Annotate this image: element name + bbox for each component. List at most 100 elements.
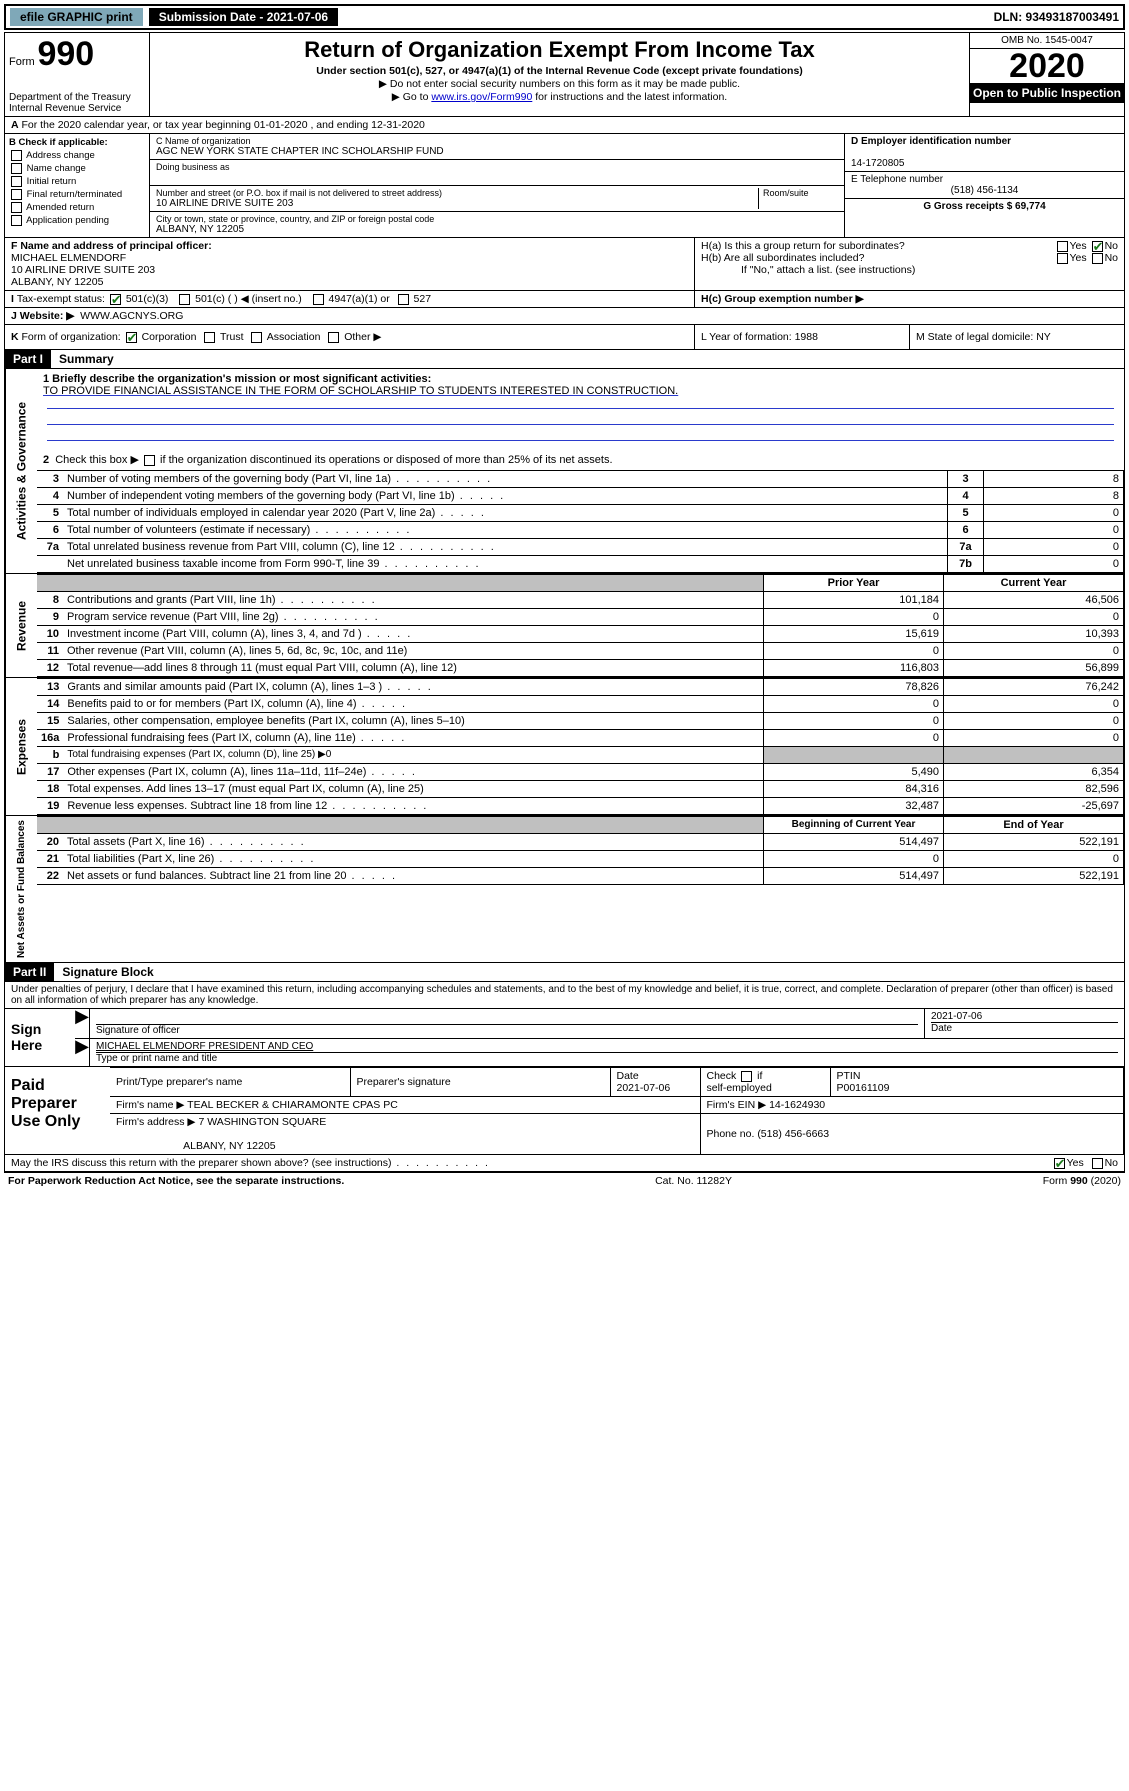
table-header: Beginning of Current YearEnd of Year — [37, 817, 1124, 834]
hb-no-checkbox[interactable] — [1092, 253, 1103, 264]
corp-checkbox[interactable] — [126, 332, 137, 343]
box-de: D Employer identification number 14-1720… — [844, 134, 1124, 237]
sign-here-block: Sign Here ▶ Signature of officer 2021-07… — [4, 1009, 1125, 1067]
501c3-label: 501(c)(3) — [126, 293, 169, 305]
dba-label: Doing business as — [156, 162, 838, 172]
officer-label: F Name and address of principal officer: — [11, 240, 212, 252]
table-row: bTotal fundraising expenses (Part IX, co… — [37, 747, 1124, 764]
tax-exempt-label: Tax-exempt status: — [17, 293, 105, 305]
discuss-row: May the IRS discuss this return with the… — [4, 1155, 1125, 1173]
page-footer: For Paperwork Reduction Act Notice, see … — [4, 1173, 1125, 1189]
discuss-text: May the IRS discuss this return with the… — [11, 1157, 490, 1169]
label-initial-return: Initial return — [27, 176, 77, 187]
501c3-checkbox[interactable] — [110, 294, 121, 305]
fh-block: F Name and address of principal officer:… — [4, 238, 1125, 291]
mission-text: TO PROVIDE FINANCIAL ASSISTANCE IN THE F… — [43, 385, 678, 397]
ha-yes-checkbox[interactable] — [1057, 241, 1068, 252]
table-row: 6Total number of volunteers (estimate if… — [37, 522, 1124, 539]
box-b: B Check if applicable: Address change Na… — [5, 134, 150, 237]
gross-receipts: G Gross receipts $ 69,774 — [923, 201, 1045, 212]
org-name-label: C Name of organization — [156, 136, 838, 146]
prep-sig-header: Preparer's signature — [350, 1068, 610, 1097]
part-ii-title: Signature Block — [54, 963, 161, 981]
submission-button[interactable]: Submission Date - 2021-07-06 — [149, 8, 338, 26]
discontinued-checkbox[interactable] — [144, 455, 155, 466]
hb-note: If "No," attach a list. (see instruction… — [701, 264, 1118, 276]
firm-name-value: TEAL BECKER & CHIARAMONTE CPAS PC — [187, 1099, 398, 1111]
form-header: Form 990 Department of the Treasury Inte… — [4, 32, 1125, 117]
checkbox-final-return[interactable] — [11, 189, 22, 200]
footer-right: Form 990 (2020) — [1043, 1175, 1121, 1187]
table-row: Firm's address ▶ 7 WASHINGTON SQUARE ALB… — [110, 1114, 1124, 1155]
501c-checkbox[interactable] — [179, 294, 190, 305]
part-i-badge: Part I — [5, 350, 51, 368]
footer-left: For Paperwork Reduction Act Notice, see … — [8, 1175, 344, 1187]
box-c: C Name of organization AGC NEW YORK STAT… — [150, 134, 844, 237]
officer-city: ALBANY, NY 12205 — [11, 276, 103, 288]
website-row: J Website: ▶ WWW.AGCNYS.ORG — [4, 308, 1125, 325]
top-toolbar: efile GRAPHIC print Submission Date - 20… — [4, 4, 1125, 30]
part-i-header-row: Part I Summary — [4, 350, 1125, 369]
table-row: 8Contributions and grants (Part VIII, li… — [37, 592, 1124, 609]
side-expenses: Expenses — [5, 678, 37, 815]
checkbox-name-change[interactable] — [11, 163, 22, 174]
label-final-return: Final return/terminated — [27, 189, 123, 200]
revenue-table: Prior YearCurrent Year 8Contributions an… — [37, 574, 1124, 677]
paid-preparer-label: Paid Preparer Use Only — [5, 1067, 110, 1154]
assoc-checkbox[interactable] — [251, 332, 262, 343]
checkbox-address-change[interactable] — [11, 150, 22, 161]
goto-prefix: ▶ Go to — [392, 91, 432, 103]
prep-date-header: Date — [617, 1070, 639, 1082]
mission-label: 1 Briefly describe the organization's mi… — [43, 373, 431, 385]
form-subtitle-2: ▶ Do not enter social security numbers o… — [156, 78, 963, 90]
sig-date-value: 2021-07-06 — [931, 1011, 1118, 1023]
street-label: Number and street (or P.O. box if mail i… — [156, 188, 758, 198]
label-address-change: Address change — [26, 150, 95, 161]
ein-label: D Employer identification number — [851, 136, 1011, 147]
501c-label: 501(c) ( ) ◀ (insert no.) — [195, 293, 302, 305]
efile-button[interactable]: efile GRAPHIC print — [10, 8, 143, 26]
officer-street: 10 AIRLINE DRIVE SUITE 203 — [11, 264, 155, 276]
ha-no-checkbox[interactable] — [1092, 241, 1103, 252]
form-subtitle-3: ▶ Go to www.irs.gov/Form990 for instruct… — [156, 91, 963, 103]
discuss-no-checkbox[interactable] — [1092, 1158, 1103, 1169]
table-row: 3Number of voting members of the governi… — [37, 471, 1124, 488]
4947-checkbox[interactable] — [313, 294, 324, 305]
table-row: 18Total expenses. Add lines 13–17 (must … — [37, 781, 1124, 798]
other-checkbox[interactable] — [328, 332, 339, 343]
tax-period-text: For the 2020 calendar year, or tax year … — [22, 119, 425, 131]
website-label: Website: ▶ — [20, 310, 75, 322]
preparer-table: Print/Type preparer's name Preparer's si… — [110, 1067, 1124, 1154]
table-row: 9Program service revenue (Part VIII, lin… — [37, 609, 1124, 626]
form-number: 990 — [37, 35, 94, 73]
checkbox-amended-return[interactable] — [11, 202, 22, 213]
governance-section: Activities & Governance 1 Briefly descri… — [4, 369, 1125, 574]
phone-value: (518) 456-1134 — [851, 185, 1118, 196]
table-row: 7aTotal unrelated business revenue from … — [37, 539, 1124, 556]
sig-officer-label: Signature of officer — [96, 1025, 918, 1036]
sig-date-label: Date — [931, 1023, 1118, 1034]
arrow-icon: ▶ — [75, 1009, 89, 1038]
part-i-title: Summary — [51, 350, 122, 368]
hb-yes-checkbox[interactable] — [1057, 253, 1068, 264]
table-row: 4Number of independent voting members of… — [37, 488, 1124, 505]
trust-checkbox[interactable] — [204, 332, 215, 343]
arrow-icon: ▶ — [75, 1039, 89, 1066]
tax-period-line: A For the 2020 calendar year, or tax yea… — [4, 117, 1125, 134]
org-name: AGC NEW YORK STATE CHAPTER INC SCHOLARSH… — [156, 146, 838, 157]
firm-addr2: ALBANY, NY 12205 — [183, 1140, 275, 1152]
discuss-yes-checkbox[interactable] — [1054, 1158, 1065, 1169]
ha-yes-label: Yes — [1070, 240, 1087, 252]
form-subtitle-1: Under section 501(c), 527, or 4947(a)(1)… — [156, 65, 963, 77]
checkbox-initial-return[interactable] — [11, 176, 22, 187]
checkbox-application-pending[interactable] — [11, 215, 22, 226]
entity-block: B Check if applicable: Address change Na… — [4, 134, 1125, 238]
instructions-link[interactable]: www.irs.gov/Form990 — [431, 91, 532, 103]
527-checkbox[interactable] — [398, 294, 409, 305]
firm-addr-label: Firm's address ▶ — [116, 1116, 196, 1128]
line2-text: 2 Check this box ▶ if the organization d… — [37, 449, 1124, 470]
firm-addr1: 7 WASHINGTON SQUARE — [198, 1116, 326, 1128]
self-employed-checkbox[interactable] — [741, 1071, 752, 1082]
hb-label: H(b) Are all subordinates included? — [701, 252, 864, 264]
open-inspection-badge: Open to Public Inspection — [970, 83, 1124, 103]
